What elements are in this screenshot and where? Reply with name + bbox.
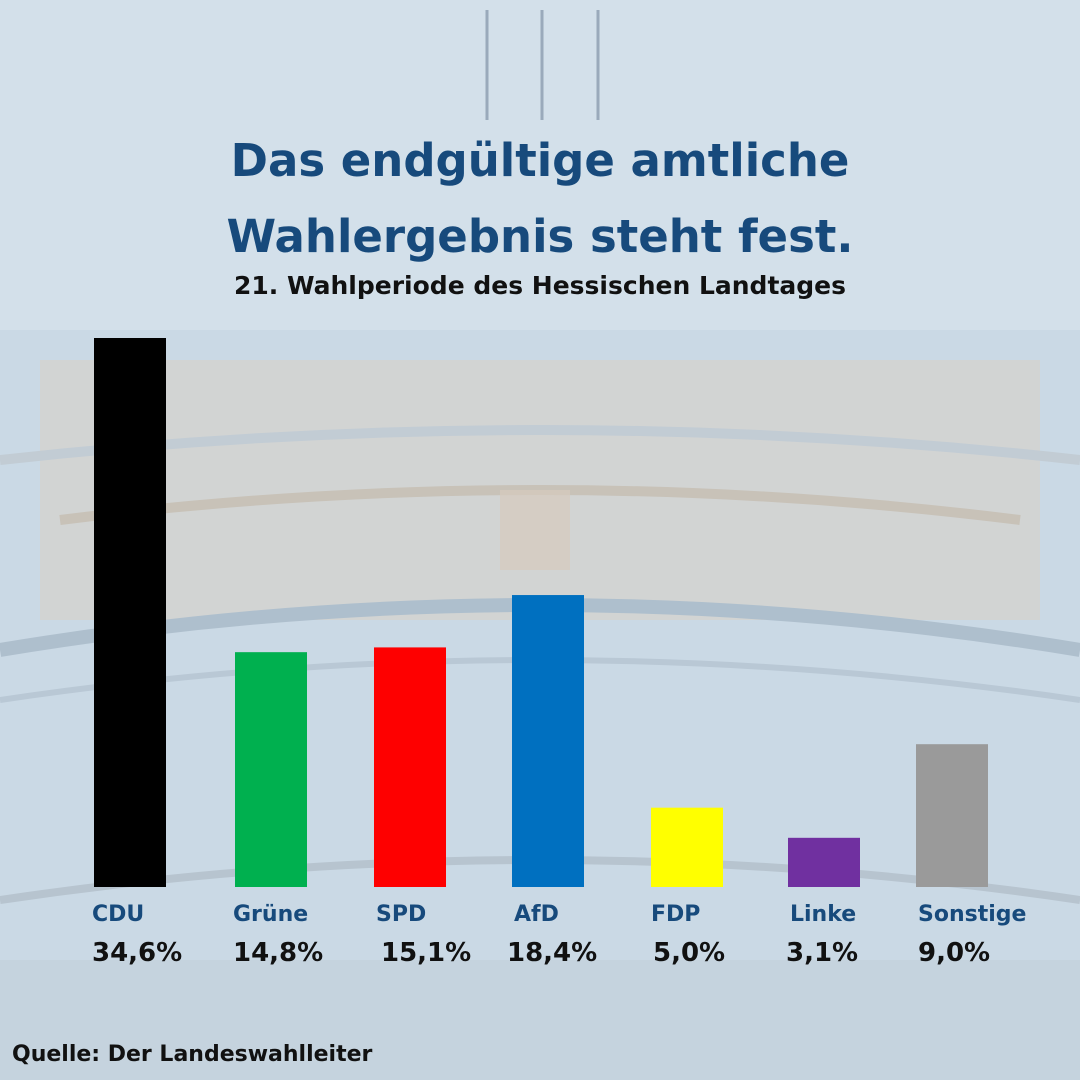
bar-fdp (651, 807, 723, 887)
bar-gr-ne (235, 652, 307, 887)
page-subtitle: 21. Wahlperiode des Hessischen Landtages (233, 271, 847, 300)
bar-afd (512, 595, 584, 887)
value-label-linke: 3,1% (786, 938, 858, 968)
value-label-gr-ne: 14,8% (233, 938, 323, 968)
category-label-spd: SPD (376, 902, 426, 927)
category-label-fdp: FDP (651, 902, 700, 927)
value-label-afd: 18,4% (507, 938, 597, 968)
value-label-cdu: 34,6% (92, 938, 182, 968)
bar-cdu (94, 338, 166, 887)
category-label-sonstige: Sonstige (918, 902, 1026, 927)
value-label-sonstige: 9,0% (918, 938, 990, 968)
bar-spd (374, 647, 446, 887)
page-title-line-1: Das endgültige amtliche (230, 134, 850, 187)
bar-linke (788, 837, 860, 887)
page-title-line-2: Wahlergebnis steht fest. (226, 210, 854, 263)
category-label-linke: Linke (790, 902, 856, 927)
category-label-cdu: CDU (92, 902, 144, 927)
source-note: Quelle: Der Landeswahlleiter (12, 1042, 373, 1067)
value-label-fdp: 5,0% (653, 938, 725, 968)
category-label-gr-ne: Grüne (233, 902, 308, 927)
category-label-afd: AfD (514, 902, 559, 927)
value-label-spd: 15,1% (381, 938, 471, 968)
bar-sonstige (916, 744, 988, 887)
